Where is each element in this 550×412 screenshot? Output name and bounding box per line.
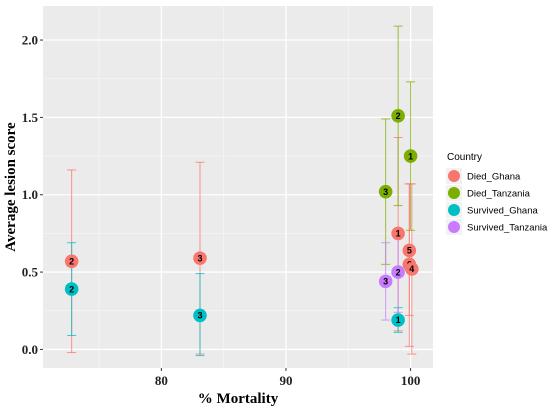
data-point-marker [64, 254, 79, 269]
data-point-marker [391, 226, 405, 241]
y-tick-label: 0.0 [22, 342, 38, 357]
data-point-label: 1 [396, 315, 401, 325]
data-point-label: 2 [396, 267, 401, 277]
data-point-marker [378, 274, 393, 289]
y-tick-label: 1.5 [22, 110, 39, 125]
y-axis-title: Average lesion score [3, 122, 19, 252]
legend-item: Died_Tanzania [446, 185, 531, 201]
x-tick-labels: 80 90 100 [155, 373, 420, 388]
legend-title: Country [447, 152, 482, 163]
legend-item: Survived_Ghana [446, 202, 538, 218]
data-point-label: 2 [69, 256, 74, 266]
legend-label: Survived_Ghana [467, 206, 538, 217]
data-point-marker [391, 313, 405, 327]
x-tick-label: 90 [279, 373, 292, 388]
x-tick-label: 80 [155, 373, 168, 388]
x-axis-title: % Mortality [198, 391, 279, 407]
data-points: 23156432123132 [64, 109, 419, 327]
data-point-label: 1 [408, 151, 413, 161]
legend-key-marker [448, 187, 460, 199]
data-point: 3 [193, 251, 207, 265]
y-tick-label: 1.0 [22, 187, 38, 202]
data-point-marker [391, 265, 405, 279]
data-point-marker [403, 149, 418, 163]
data-point-marker [402, 243, 417, 258]
data-point-label: 4 [409, 264, 414, 274]
data-point-label: 3 [197, 253, 202, 263]
data-point: 3 [193, 308, 207, 323]
legend-label: Survived_Tanzania [467, 223, 548, 234]
legend-key-marker [448, 204, 460, 216]
y-tick-label: 2.0 [22, 33, 38, 48]
data-point: 2 [64, 254, 79, 269]
data-point-marker [193, 308, 207, 323]
data-point: 2 [391, 109, 405, 123]
y-tick-labels: 0.0 0.5 1.0 1.5 2.0 [22, 33, 39, 357]
data-point-marker [405, 262, 419, 276]
data-point-label: 2 [396, 111, 401, 121]
data-point-label: 3 [383, 277, 388, 287]
minor-gridlines [43, 6, 433, 368]
x-tick-label: 100 [401, 373, 421, 388]
legend-key-marker [448, 221, 460, 233]
data-point-marker [193, 251, 207, 265]
data-point: 2 [391, 265, 405, 279]
data-point-marker [391, 109, 405, 123]
axis-ticks [40, 39, 412, 371]
data-point-label: 1 [396, 229, 401, 239]
legend-label: Died_Tanzania [467, 189, 531, 200]
legend-label: Died_Ghana [467, 172, 521, 183]
legend: Country Died_Ghana Died_Tanzania Survived_… [446, 152, 548, 235]
data-point: 4 [405, 262, 419, 276]
data-point: 1 [391, 226, 405, 241]
legend-key-marker [448, 170, 460, 182]
data-point-label: 2 [69, 284, 74, 294]
data-point-marker [64, 282, 79, 296]
plot-panel [43, 6, 433, 368]
data-point-marker [378, 184, 393, 199]
data-point-label: 5 [407, 246, 412, 256]
legend-item: Survived_Tanzania [446, 219, 548, 235]
data-point: 5 [402, 243, 417, 258]
data-point: 1 [403, 149, 418, 163]
data-point: 3 [378, 274, 393, 289]
y-tick-label: 0.5 [22, 265, 39, 280]
data-point: 3 [378, 184, 393, 199]
legend-item: Died_Ghana [446, 168, 521, 184]
data-point-label: 3 [197, 311, 202, 321]
data-point: 1 [391, 313, 405, 327]
data-point: 2 [64, 282, 79, 296]
major-gridlines [43, 6, 433, 368]
data-point-label: 3 [383, 187, 388, 197]
